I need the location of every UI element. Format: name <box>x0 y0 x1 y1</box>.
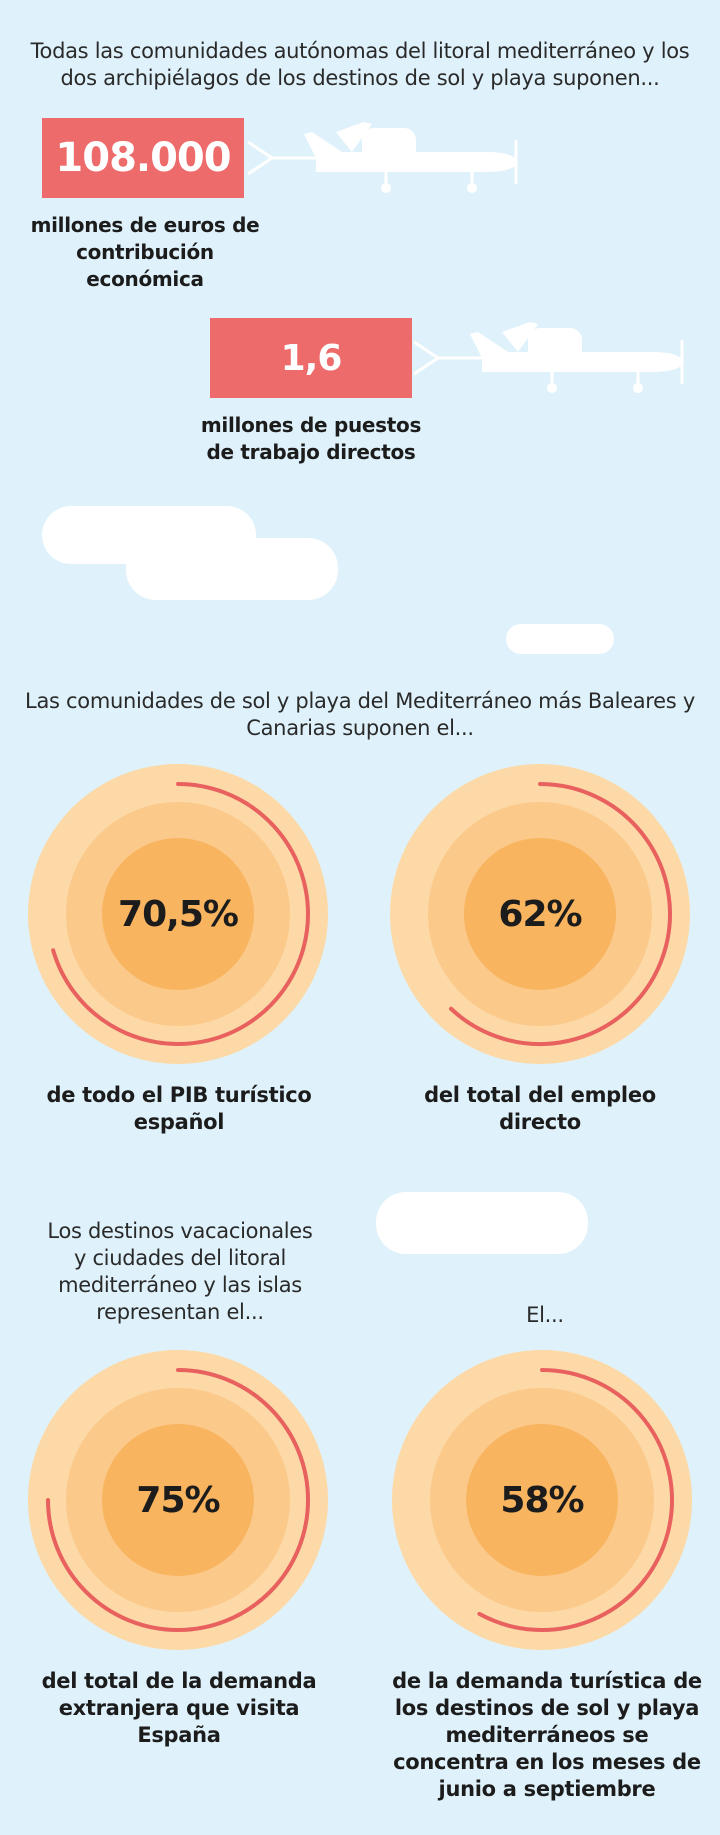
ring-chart-employment: 62% <box>390 764 690 1064</box>
stat-caption-contribution: millones de euros de contribución económ… <box>30 213 260 291</box>
cloud-decoration <box>376 1192 588 1254</box>
stat-caption-jobs: millones de puestos de trabajo directos <box>200 413 422 464</box>
progress-arc <box>449 782 672 1046</box>
ring-chart-seasonality: 58% <box>392 1350 692 1650</box>
ring-chart-gdp: 70,5% <box>28 764 328 1064</box>
ring-chart-foreign-demand: 75% <box>28 1350 328 1650</box>
ring-inner <box>464 838 616 990</box>
stat-box-contribution: 108.000 <box>42 118 244 198</box>
progress-arc <box>477 1368 674 1632</box>
ring-value-foreign-demand: 75% <box>136 1479 220 1521</box>
cloud-decoration <box>126 538 338 600</box>
ring-caption-employment: del total del empleo directo <box>424 1083 656 1134</box>
ring-value-gdp: 70,5% <box>118 893 239 935</box>
section-intro-seasonality: El... <box>526 1303 564 1327</box>
ring-caption-foreign-demand: del total de la demanda extranjera que v… <box>41 1669 317 1747</box>
ring-value-seasonality: 58% <box>500 1479 584 1521</box>
cloud-decoration <box>506 624 614 654</box>
ring-inner <box>102 1424 254 1576</box>
airplane-icon <box>413 322 684 393</box>
ring-value-employment: 62% <box>498 893 582 935</box>
airplane-icon <box>247 122 518 193</box>
ring-caption-seasonality: de la demanda turística de los destinos … <box>392 1669 702 1801</box>
section-intro-demand: Los destinos vacacionales y ciudades del… <box>47 1219 313 1324</box>
ring-inner <box>466 1424 618 1576</box>
stat-box-jobs: 1,6 <box>210 318 412 398</box>
section-intro-gdp-employment: Las comunidades de sol y playa del Medit… <box>25 689 695 740</box>
progress-arc <box>46 1368 310 1632</box>
progress-arc <box>51 782 310 1046</box>
ring-inner <box>102 838 254 990</box>
ring-caption-gdp: de todo el PIB turístico español <box>46 1083 312 1134</box>
intro-text: Todas las comunidades autónomas del lito… <box>30 39 690 90</box>
